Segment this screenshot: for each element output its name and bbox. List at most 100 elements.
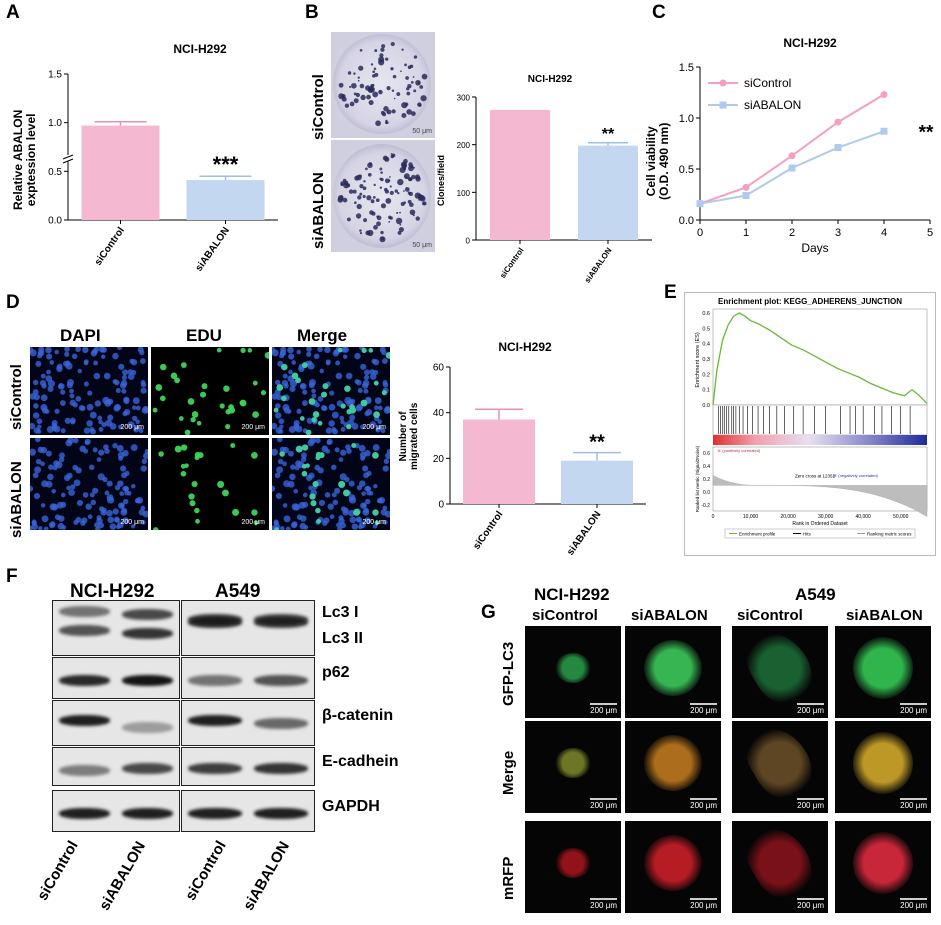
nucleus [87,390,93,396]
nucleus [325,360,331,366]
colony [413,89,417,93]
nucleus [364,517,371,524]
nucleus [232,508,240,516]
nucleus [288,353,295,360]
nucleus [45,347,52,354]
nuclei-dapi-siabalon [30,438,148,530]
colony [389,176,391,178]
colony [385,198,392,204]
nucleus [363,472,370,479]
nucleus [339,415,345,421]
nucleus [287,347,294,354]
scale-d1: 200 μm [120,424,145,431]
scale-bar: 200 μm [797,798,824,810]
colony [379,186,383,189]
nucleus [375,427,381,433]
nucleus-merge [337,347,343,353]
nucleus [98,419,103,425]
nucleus [282,403,290,412]
nucleus [264,351,269,359]
nucleus [318,499,326,507]
wb-lane-1: siControl [34,837,82,904]
nucleus [70,419,76,425]
nuclei-merge-siabalon [272,438,390,530]
nucleus [372,524,378,529]
wb-band [254,614,308,626]
nucleus [311,388,316,394]
nucleus [290,464,296,470]
nucleus [32,472,39,479]
nucleus [63,360,70,367]
nucleus [331,464,337,471]
nucleus-merge [322,383,329,390]
nucleus-merge [361,347,367,354]
nucleus [340,506,347,512]
fluorescence-tile-merge-3: 200 μm [732,721,828,813]
colony [386,86,391,91]
nucleus [383,520,388,525]
colony-dots-sicontrol [338,41,428,127]
nucleus [349,414,356,421]
wb-box-beta-catenin [181,700,315,746]
nucleus [252,411,259,418]
nucleus [343,354,348,359]
nucleus [138,428,144,434]
nucleus [283,515,291,523]
e-pos-label: 'A' (positively correlated) [717,448,761,453]
cell-blob [644,640,702,696]
e-ranking-metric-area [712,475,928,517]
colony [353,72,356,75]
nucleus [252,380,258,386]
e-ytick-label: 0.2 [702,372,710,378]
g-row-merge: Merge [500,750,517,795]
nucleus [59,400,66,406]
scale-bar-b2: 50 μm [412,242,432,249]
nucleus [123,408,131,416]
nucleus [137,347,144,353]
nucleus [130,444,138,452]
colony [367,229,374,237]
nucleus [51,425,58,431]
nucleus [317,347,323,353]
nucleus [113,405,120,412]
nucleus [180,444,188,451]
nucleus [382,465,389,472]
e-hits-frame [712,404,928,436]
nucleus [296,349,301,355]
b-significance: ** [602,126,615,143]
nucleus [36,429,42,434]
nucleus [293,488,299,494]
colony [383,106,389,112]
nucleus [41,480,49,488]
nucleus [372,444,380,452]
c-legend-label: siControl [744,76,791,90]
colony [340,183,344,187]
colony [347,71,352,75]
nucleus [280,350,286,356]
nucleus [122,450,129,457]
nucleus-merge [316,518,321,524]
nucleus [374,405,379,410]
nucleus [83,448,89,454]
nucleus [296,408,302,414]
nucleus [325,448,331,454]
colony [362,186,367,191]
g-sub-1: siControl [532,607,598,624]
nucleus [98,449,105,456]
colony [397,192,400,195]
nucleus [362,465,369,472]
nucleus [144,449,148,455]
colony [363,218,368,223]
nucleus-merge [295,445,303,453]
colony [367,172,372,177]
nucleus [317,396,324,402]
nucleus [302,389,308,395]
nucleus [315,438,321,444]
nucleus-merge [308,398,316,405]
nucleus [369,369,376,375]
nucleus [191,480,198,488]
nucleus [121,388,127,394]
nucleus-merge [373,411,380,418]
nucleus [135,405,141,411]
nucleus-merge [372,509,379,516]
